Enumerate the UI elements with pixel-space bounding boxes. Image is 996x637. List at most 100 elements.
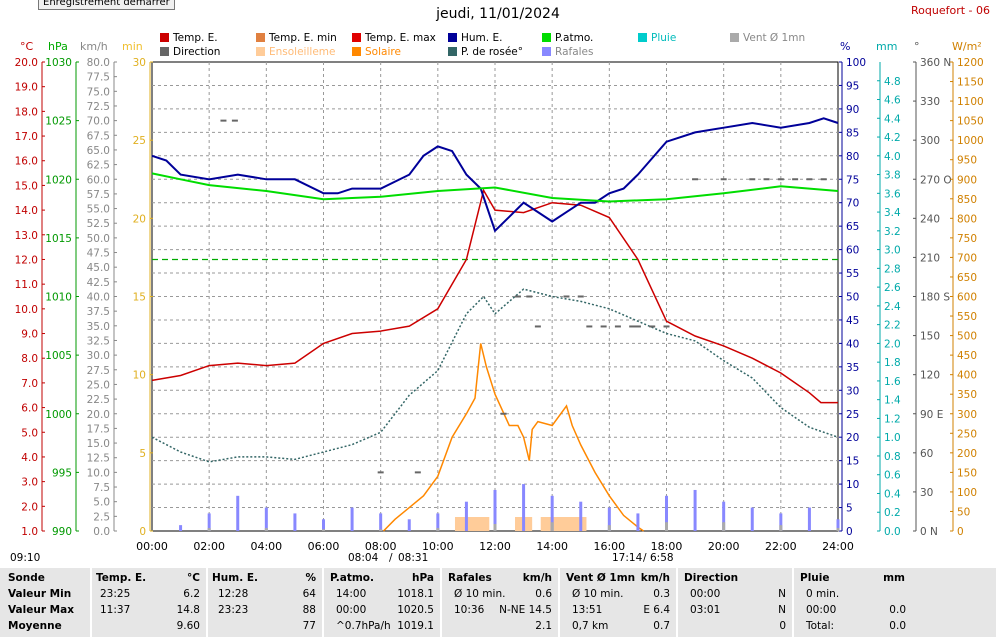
legend-label: Temp. E. xyxy=(173,32,218,44)
x-tick-label: 14:00 xyxy=(536,540,568,553)
stats-header: Direction xyxy=(684,572,739,584)
axis-label-temp: 18.0 xyxy=(15,106,38,118)
stats-header: hPa xyxy=(412,572,434,584)
stats-hum-time: 12:28 xyxy=(218,588,249,600)
stats-gust-value: 2.1 xyxy=(535,620,552,632)
axis-label-wind: 37.5 xyxy=(87,306,110,318)
legend-item: P. de rosée° xyxy=(448,46,523,58)
legend-label: Temp. E. max xyxy=(365,32,436,44)
axis-label-hum: 85 xyxy=(846,127,859,139)
axis-label-hum: 90 xyxy=(846,104,859,116)
axis-label-rain: 3.0 xyxy=(884,245,901,257)
axis-label-solar: 50 xyxy=(957,506,970,518)
series-line-hum-e- xyxy=(151,117,839,233)
axis-label-rain: 0.4 xyxy=(884,488,901,500)
stats-temp-value: 6.2 xyxy=(183,588,200,600)
axis-label-solar: 600 xyxy=(957,292,977,304)
legend-swatch xyxy=(542,47,551,56)
stats-panel-labels xyxy=(0,568,90,637)
axis-label-wind: 30.0 xyxy=(87,350,110,362)
stats-panel-gust xyxy=(442,568,558,637)
axis-label-wind: 60.0 xyxy=(87,174,110,186)
stats-dir-value: 0 xyxy=(779,620,786,632)
axis-label-rain: 1.4 xyxy=(884,395,901,407)
series-line-temp-e- xyxy=(151,188,838,404)
axis-label-rain: 1.8 xyxy=(884,357,901,369)
axis-label-wind: 35.0 xyxy=(87,321,110,333)
axis-label-temp: 6.0 xyxy=(21,403,38,415)
series-line-solaire xyxy=(382,343,645,532)
legend-label: Temp. E. min xyxy=(269,32,337,44)
axis-label-wind: 80.0 xyxy=(87,57,110,69)
axis-label-sun: 0 xyxy=(139,526,146,538)
axis-label-sun: 25 xyxy=(133,135,146,147)
axis-label-temp: 1.0 xyxy=(21,526,38,538)
axis-label-wind: 45.0 xyxy=(87,262,110,274)
legend-swatch xyxy=(448,47,457,56)
legend-swatch xyxy=(542,33,551,42)
legend-item: Solaire xyxy=(352,46,401,58)
axis-label-rain: 2.8 xyxy=(884,263,901,275)
stats-header: P.atmo. xyxy=(330,572,375,584)
stats-hum-value: 64 xyxy=(302,588,316,600)
stats-dir-value: N xyxy=(778,604,786,616)
stats-temp-value: 9.60 xyxy=(176,620,200,632)
stats-row-label: Valeur Min xyxy=(8,588,72,600)
axis-label-solar: 550 xyxy=(957,311,977,323)
sunrise-separator: / xyxy=(389,552,393,564)
axis-label-dir: 120 xyxy=(920,370,940,382)
x-tick-label: 12:00 xyxy=(479,540,511,553)
axis-label-temp: 8.0 xyxy=(21,353,38,365)
axis-label-dir: 150 xyxy=(920,331,940,343)
legend-swatch xyxy=(638,33,647,42)
axis-label-press: 1025 xyxy=(45,116,72,128)
stats-wind-value: 0.3 xyxy=(653,588,670,600)
stats-panel-temp xyxy=(92,568,206,637)
axis-label-rain: 2.2 xyxy=(884,320,901,332)
record-start-button[interactable]: Enregistrement démarrer xyxy=(38,0,175,10)
stats-panel-press xyxy=(324,568,440,637)
axis-label-rain: 3.2 xyxy=(884,226,901,238)
stats-header: Rafales xyxy=(448,572,492,584)
stats-header: Pluie xyxy=(800,572,830,584)
x-tick-label: 06:00 xyxy=(308,540,340,553)
stats-gust-value: 0.6 xyxy=(535,588,552,600)
stats-dir-time: 00:00 xyxy=(690,588,721,600)
axis-label-wind: 20.0 xyxy=(87,409,110,421)
axis-label-hum: 60 xyxy=(846,245,859,257)
sunset-time-2: 6:58 xyxy=(650,552,674,564)
stats-press-time: ^0.7hPa/h xyxy=(336,620,391,632)
axis-label-wind: 47.5 xyxy=(87,248,110,260)
axis-label-dir: 30 xyxy=(920,487,933,499)
axis-label-wind: 7.5 xyxy=(93,482,110,494)
axis-label-solar: 950 xyxy=(957,155,977,167)
axis-label-press: 990 xyxy=(52,526,72,538)
legend-swatch xyxy=(160,33,169,42)
stats-header: km/h xyxy=(640,572,670,584)
axis-label-solar: 750 xyxy=(957,233,977,245)
stats-rain-value: 0.0 xyxy=(889,620,906,632)
stats-hum-value: 77 xyxy=(302,620,316,632)
legend-item: Ensoleilleme xyxy=(256,46,335,58)
axis-label-rain: 4.2 xyxy=(884,132,901,144)
legend-item: Hum. E. xyxy=(448,32,502,44)
axis-label-rain: 4.4 xyxy=(884,113,901,125)
stats-press-value: 1020.5 xyxy=(397,604,434,616)
axis-label-solar: 1100 xyxy=(957,96,984,108)
time-label-left: 09:10 xyxy=(10,552,41,564)
axis-label-wind: 77.5 xyxy=(87,72,110,84)
stats-panel-hum xyxy=(208,568,322,637)
axis-label-dir: 270 O xyxy=(920,174,952,186)
stats-wind-time: Ø 10 min. xyxy=(572,588,624,600)
legend-label: Ensoleilleme xyxy=(269,46,336,58)
x-tick-label: 22:00 xyxy=(765,540,797,553)
axis-label-temp: 16.0 xyxy=(15,156,38,168)
sunrise-time: 08:04 xyxy=(348,552,379,564)
axis-label-wind: 12.5 xyxy=(87,453,110,465)
axis-label-press: 1005 xyxy=(45,350,72,362)
x-tick-label: 04:00 xyxy=(250,540,282,553)
stats-row-label: Valeur Max xyxy=(8,604,74,616)
legend-label: Hum. E. xyxy=(461,32,503,44)
legend-label: Vent Ø 1mn xyxy=(743,32,806,44)
stats-wind-value: E 6.4 xyxy=(643,604,670,616)
